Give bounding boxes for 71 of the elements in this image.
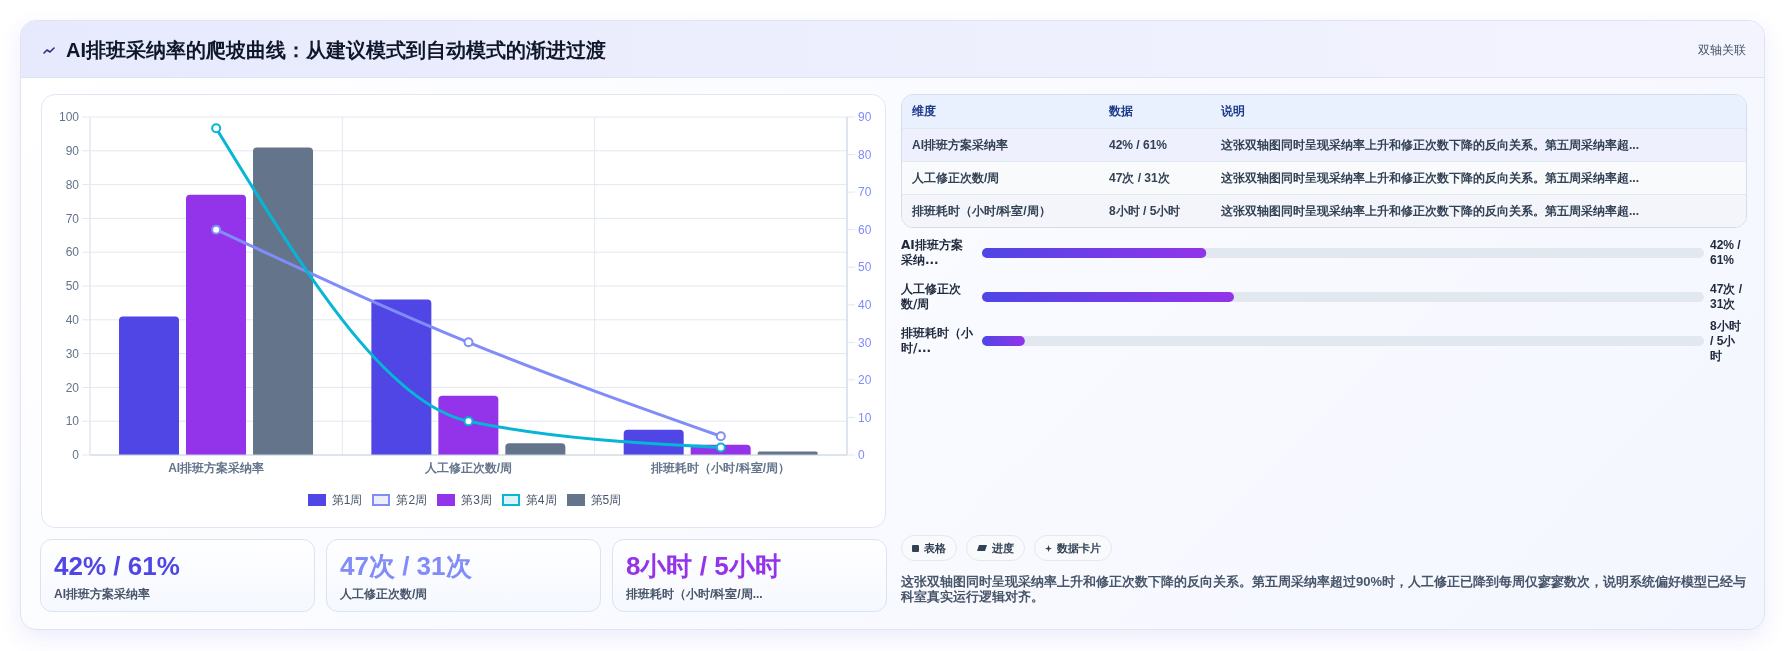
point bbox=[211, 224, 222, 235]
x-tick-label: AI排班方案采纳率 bbox=[168, 460, 265, 475]
category-label: 数据 bbox=[1109, 103, 1134, 120]
y-tick-label: 排班耗时（小时/... bbox=[901, 326, 973, 356]
text: 进度 bbox=[992, 540, 1014, 556]
legend-label: 第1周 bbox=[331, 491, 363, 509]
point bbox=[715, 431, 726, 442]
text: 双轴关联 bbox=[1698, 42, 1746, 58]
y-tick-label: 50 bbox=[65, 279, 80, 294]
bar bbox=[438, 395, 499, 455]
text: AI排班采纳率的爬坡曲线：从建议模式到自动模式的渐进过渡 bbox=[66, 38, 606, 62]
text: 这张双轴图同时呈现采纳率上升和修正次数下降的反向关系。第五周采纳率超... bbox=[1221, 136, 1640, 154]
text: AI排班方案采纳率 bbox=[54, 586, 150, 602]
y2-tick-label: 80 bbox=[858, 147, 872, 162]
text: 47次 / 31次 bbox=[1710, 282, 1743, 312]
text: 排班耗时（小时/科室/周... bbox=[626, 586, 763, 602]
text: 42% / 61% bbox=[54, 550, 180, 582]
text: 47次 / 31次 bbox=[340, 550, 472, 582]
point bbox=[463, 337, 474, 348]
x-tick-label: 人工修正次数/周 bbox=[423, 460, 513, 475]
bar bbox=[505, 443, 566, 455]
point bbox=[715, 442, 726, 453]
text: 这张双轴图同时呈现采纳率上升和修正次数下降的反向关系。第五周采纳率超过90%时，人工修正已降到每周仅寥寥数次，说明系统偏好模型已经与科室真实运行逻辑对齐。 bbox=[901, 574, 1748, 604]
y-tick-label: 60 bbox=[65, 245, 80, 260]
category-label: 维度 bbox=[912, 103, 937, 120]
legend-label: 第5周 bbox=[590, 491, 622, 509]
text: AI排班方案采纳率 bbox=[912, 136, 1009, 154]
legend-label: 第4周 bbox=[525, 491, 557, 509]
y-tick-label: 90 bbox=[65, 144, 80, 159]
legend-label: 第3周 bbox=[461, 491, 492, 509]
text: 人工修正次数/周 bbox=[912, 169, 1001, 187]
bar bbox=[186, 194, 247, 455]
text: 表格 bbox=[924, 540, 946, 556]
point bbox=[211, 123, 222, 134]
y-tick-label: 80 bbox=[65, 177, 80, 192]
y2-tick-label: 10 bbox=[858, 410, 872, 425]
y2-tick-label: 50 bbox=[858, 260, 872, 275]
point bbox=[463, 416, 474, 427]
text: 排班耗时（小时/科室/周） bbox=[912, 202, 1052, 220]
y-tick-label: 20 bbox=[65, 380, 80, 395]
text: 人工修正次数/周 bbox=[340, 586, 428, 602]
y-tick-label: 40 bbox=[65, 313, 80, 328]
y2-tick-label: 0 bbox=[858, 448, 865, 463]
bar bbox=[119, 316, 180, 455]
bar bbox=[371, 299, 432, 455]
y-tick-label: AI排班方案采纳... bbox=[901, 238, 964, 268]
text: 8小时 / 5小时 bbox=[1109, 202, 1182, 220]
y-tick-label: 人工修正次数/周 bbox=[901, 282, 962, 312]
y2-tick-label: 40 bbox=[858, 298, 872, 313]
y-tick-label: 100 bbox=[58, 110, 80, 125]
category-label: 说明 bbox=[1221, 103, 1246, 120]
y-tick-label: 70 bbox=[65, 211, 80, 226]
text: 这张双轴图同时呈现采纳率上升和修正次数下降的反向关系。第五周采纳率超... bbox=[1221, 202, 1640, 220]
y-tick-label: 0 bbox=[72, 448, 80, 463]
x-tick-label: 排班耗时（小时/科室/周） bbox=[650, 460, 791, 475]
y2-tick-label: 30 bbox=[858, 335, 872, 350]
text: 8小时 / 5小时 bbox=[626, 550, 781, 582]
bar bbox=[253, 147, 314, 455]
y-tick-label: 30 bbox=[65, 346, 80, 361]
text: 这张双轴图同时呈现采纳率上升和修正次数下降的反向关系。第五周采纳率超... bbox=[1221, 169, 1640, 187]
y2-tick-label: 20 bbox=[858, 373, 872, 388]
text: 8小时 / 5小时 bbox=[1710, 318, 1742, 364]
text: 47次 / 31次 bbox=[1109, 169, 1171, 187]
text: 数据卡片 bbox=[1057, 540, 1101, 556]
y2-tick-label: 60 bbox=[858, 222, 872, 237]
y-tick-label: 10 bbox=[65, 414, 80, 429]
y2-tick-label: 70 bbox=[858, 185, 872, 200]
y2-tick-label: 90 bbox=[858, 110, 872, 125]
legend-label: 第2周 bbox=[396, 491, 428, 509]
text: 42% / 61% bbox=[1109, 138, 1169, 152]
text: 42% / 61% bbox=[1710, 238, 1742, 268]
